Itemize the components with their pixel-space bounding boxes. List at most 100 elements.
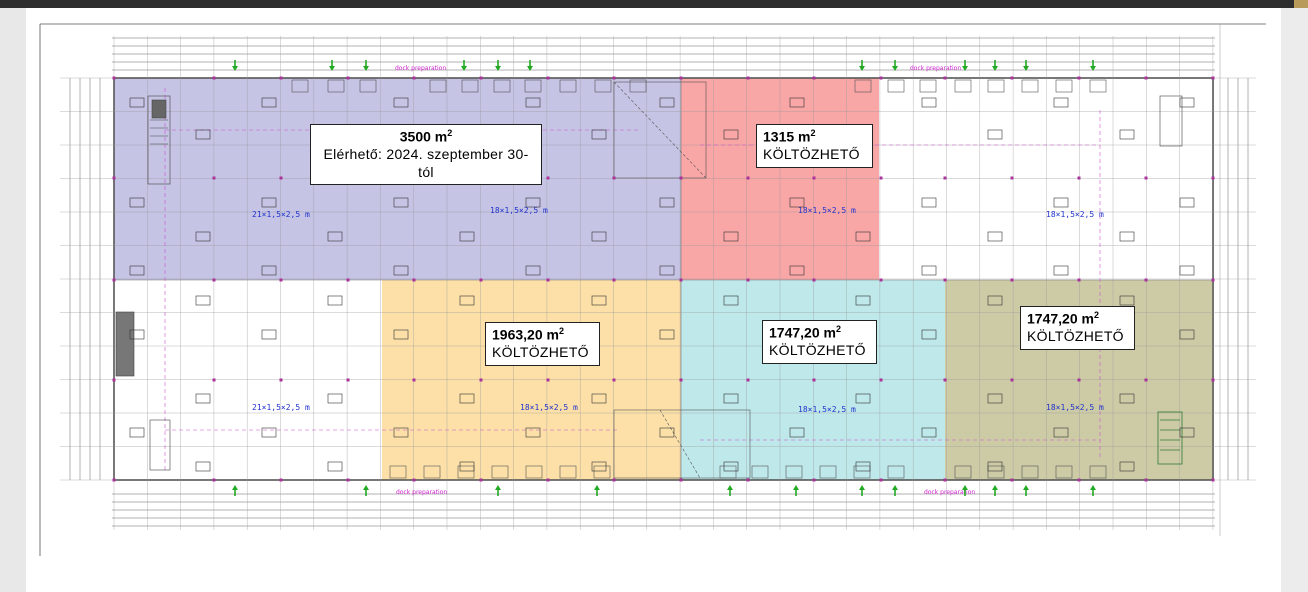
dock-door [1089,79,1107,93]
dock-arrow-icon [859,485,865,496]
column [1010,278,1014,282]
column [112,378,116,382]
dock-door [819,465,837,479]
structural-columns [112,76,1215,482]
dock-door [719,465,737,479]
column [1211,378,1215,382]
rack [1179,427,1195,438]
rack [723,295,739,306]
rack [659,427,675,438]
rack [261,427,277,438]
column [1211,478,1215,482]
column [612,176,616,180]
unit-status: KÖLTÖZHETŐ [492,344,589,361]
column [1077,378,1081,382]
dock-door [887,79,905,93]
column [746,278,750,282]
column [1144,378,1148,382]
rack-label: 18×1,5×2,5 m [798,405,856,414]
dock-arrow-icon [594,485,600,496]
rack [261,329,277,340]
rack [921,197,937,208]
rack [987,295,1003,306]
column [746,176,750,180]
unit-status: KÖLTÖZHETŐ [763,146,860,163]
structural-grid [60,36,1256,530]
column [346,478,350,482]
rack [921,427,937,438]
core-left [115,311,171,471]
dock-labels: dock preparation dock preparation dock p… [395,65,975,496]
column [1144,176,1148,180]
rack [1119,461,1135,472]
dock-arrow-icon [1023,60,1029,71]
dock-door [461,79,479,93]
core-bottom-right [1157,411,1183,465]
unit-area: 1963,20 m2 [492,326,564,343]
column [112,76,116,80]
dock-arrow-icon [962,485,968,496]
dock-door [491,465,509,479]
dock-arrow-icon [892,485,898,496]
rack [591,295,607,306]
column [746,478,750,482]
column [212,478,216,482]
rack [723,461,739,472]
dock-arrow-icon [1090,485,1096,496]
dock-doors [291,79,1107,479]
rack [195,295,211,306]
column [943,76,947,80]
dock-door [457,465,475,479]
column [412,378,416,382]
rack [987,393,1003,404]
dock-arrows [232,60,1096,496]
unit-status: KÖLTÖZHETŐ [1027,328,1124,345]
rack [393,265,409,276]
column [679,76,683,80]
unit-label-purple: 3500 m2 Elérhető: 2024. szeptember 30-tó… [310,124,542,186]
rack [525,427,541,438]
column [112,176,116,180]
dock-door [954,465,972,479]
dock-door [1089,465,1107,479]
column [679,378,683,382]
column [1144,76,1148,80]
rack [525,97,541,108]
rack [921,97,937,108]
dock-arrow-icon [727,485,733,496]
column [879,76,883,80]
rack [987,129,1003,140]
drawing-frame [39,23,1266,556]
column [279,176,283,180]
rack-label: 18×1,5×2,5 m [1046,403,1104,412]
dock-door [987,79,1005,93]
column [879,278,883,282]
rack [789,427,805,438]
column [546,378,550,382]
column [746,76,750,80]
rack [659,97,675,108]
rack [1119,393,1135,404]
column [1010,378,1014,382]
column [479,278,483,282]
dock-arrow-icon [363,485,369,496]
rack-label: 18×1,5×2,5 m [1046,210,1104,219]
rack [393,197,409,208]
column [943,378,947,382]
rack [1119,129,1135,140]
column [812,176,816,180]
column [879,176,883,180]
column [212,278,216,282]
column [112,278,116,282]
unit-status: KÖLTÖZHETŐ [769,342,866,359]
column [546,278,550,282]
rack [525,197,541,208]
rack [195,461,211,472]
rack [723,393,739,404]
dock-door [1055,465,1073,479]
rack [327,393,343,404]
unit-status: Elérhető: 2024. szeptember 30-tól [323,146,529,180]
rack [393,427,409,438]
dock-label: dock preparation [910,65,961,72]
dock-arrow-icon [232,485,238,496]
